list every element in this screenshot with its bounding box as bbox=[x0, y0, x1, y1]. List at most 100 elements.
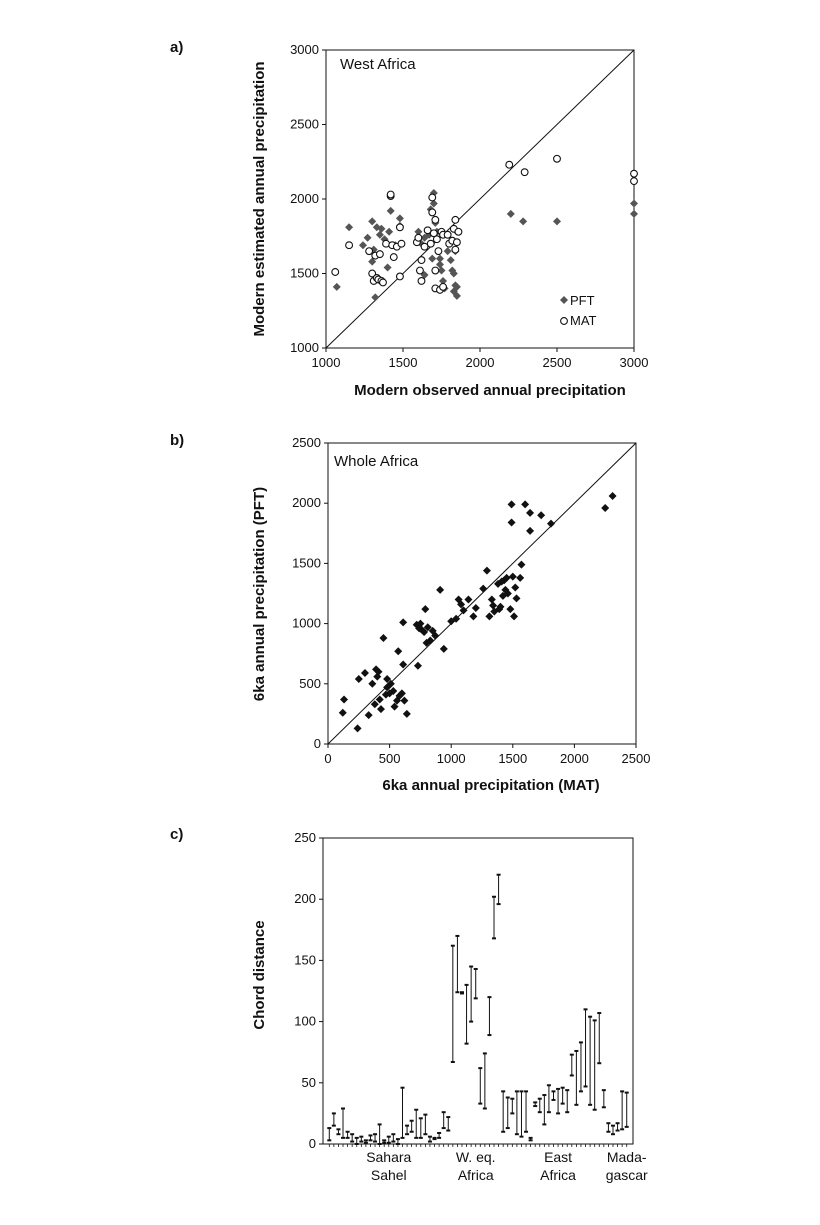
panel-b-point-series bbox=[402, 709, 411, 718]
panel-b-one-to-one-line bbox=[327, 442, 637, 745]
panel-b-y-tick-label: 2000 bbox=[292, 495, 321, 510]
panel-b-point-series bbox=[394, 647, 403, 656]
panel-a-point-mat bbox=[417, 277, 426, 285]
panel-b-point-series bbox=[526, 508, 535, 517]
panel-b-point-series bbox=[338, 708, 347, 717]
panel-a-y-tick-label: 1000 bbox=[290, 340, 319, 355]
panel-a-point-mat bbox=[368, 269, 377, 278]
panel-b-point-series bbox=[400, 696, 409, 705]
panel-b-point-series bbox=[421, 605, 430, 614]
panel-b-point-series bbox=[431, 631, 440, 640]
panel-a-point-mat bbox=[417, 256, 426, 265]
panel-a-x-tick-label: 2000 bbox=[466, 355, 495, 370]
panel-c-y-tick-label: 200 bbox=[294, 891, 316, 906]
panel-a-point-pft bbox=[371, 293, 380, 302]
panel-b-point-series bbox=[521, 500, 530, 509]
panel-a-point-pft bbox=[395, 214, 404, 223]
panel-b-point-series bbox=[379, 634, 388, 643]
panel-a-point-pft bbox=[345, 223, 354, 232]
panel-b-point-series bbox=[479, 584, 488, 593]
panel-a-point-pft bbox=[446, 256, 455, 265]
panel-b-point-series bbox=[368, 679, 377, 688]
panel-a-point-mat bbox=[451, 245, 460, 254]
panel-a-point-mat bbox=[439, 282, 447, 291]
panel-a-point-pft bbox=[519, 217, 528, 226]
group-label: East bbox=[544, 1149, 572, 1165]
panel-a-x-tick-label: 1500 bbox=[389, 355, 418, 370]
panel-b-point-series bbox=[507, 500, 516, 509]
panel-b-point-series bbox=[608, 491, 617, 500]
panel-a-point-pft bbox=[377, 224, 386, 233]
panel-a-point-mat bbox=[389, 253, 398, 262]
panel-c-y-tick-label: 0 bbox=[309, 1136, 316, 1151]
panel-b-point-series bbox=[506, 605, 515, 614]
legend-pft-marker bbox=[560, 296, 568, 304]
panel-a-point-pft bbox=[368, 257, 377, 266]
panel-a-x-tick-label: 2500 bbox=[543, 355, 572, 370]
group-label: Sahel bbox=[371, 1167, 407, 1183]
panel-a-point-mat bbox=[454, 227, 463, 236]
legend-mat-marker bbox=[560, 317, 568, 325]
panel-a-point-pft bbox=[439, 276, 448, 285]
panel-a-point-pft bbox=[368, 217, 377, 226]
panel-a-point-mat bbox=[630, 177, 638, 186]
panel-c-y-tick-label: 100 bbox=[294, 1014, 316, 1029]
panel-c-y-tick-label: 250 bbox=[294, 830, 316, 845]
panel-b-point-series bbox=[512, 594, 521, 603]
panel-b-point-series bbox=[496, 602, 505, 611]
group-label: Sahara bbox=[366, 1149, 411, 1165]
panel-a-point-mat bbox=[443, 230, 452, 239]
panel-a-y-tick-label: 2500 bbox=[290, 117, 319, 132]
panel-b-point-series bbox=[390, 702, 399, 711]
panel-a-point-pft bbox=[383, 263, 392, 272]
panel-a-point-mat bbox=[420, 242, 429, 251]
group-label: Africa bbox=[540, 1167, 576, 1183]
panel-b-point-series bbox=[413, 661, 422, 670]
panel-b-point-series bbox=[436, 585, 445, 594]
panel-a-point-mat bbox=[386, 190, 395, 199]
panel-b-point-series bbox=[364, 711, 373, 720]
panel-c-y-axis-label: Chord distance bbox=[251, 920, 268, 1029]
panel-a: a) West Africa Modern observed annual pr… bbox=[170, 39, 648, 399]
panel-a-x-axis-label: Modern observed annual precipitation bbox=[354, 382, 626, 399]
panel-a-point-mat bbox=[434, 247, 443, 256]
panel-a-point-mat bbox=[414, 233, 423, 242]
panel-b-point-series bbox=[508, 572, 517, 581]
panel-a-point-pft bbox=[428, 254, 437, 263]
panel-b-point-series bbox=[397, 689, 406, 698]
panel-a-point-pft bbox=[452, 282, 461, 291]
panel-a-point-pft bbox=[435, 260, 444, 269]
panel-a-point-pft bbox=[385, 227, 394, 236]
panel-a-point-mat bbox=[451, 215, 460, 224]
panel-a-y-tick-label: 1500 bbox=[290, 266, 319, 281]
panel-a-point-mat bbox=[426, 239, 435, 248]
panel-a-point-mat bbox=[630, 169, 638, 178]
panel-b-point-series bbox=[399, 660, 408, 669]
panel-b: b) Whole Africa 6ka annual precipitation… bbox=[170, 432, 650, 794]
panel-b-point-series bbox=[503, 589, 512, 598]
panel-a-title: West Africa bbox=[340, 56, 416, 73]
panel-b-point-series bbox=[517, 560, 526, 569]
panel-a-point-pft bbox=[332, 282, 341, 291]
panel-b-point-series bbox=[399, 618, 408, 627]
panel-a-point-mat bbox=[365, 247, 374, 256]
panel-b-point-series bbox=[423, 623, 432, 632]
panel-a-point-mat bbox=[423, 226, 432, 235]
panel-a-point-pft bbox=[452, 291, 461, 300]
group-label: W. eq. bbox=[456, 1149, 496, 1165]
panel-a-point-mat bbox=[505, 160, 514, 169]
panel-b-x-axis-label: 6ka annual precipitation (MAT) bbox=[382, 777, 599, 794]
panel-a-point-mat bbox=[345, 241, 354, 250]
panel-b-point-series bbox=[469, 612, 478, 621]
panel-b-point-series bbox=[386, 679, 395, 688]
panel-a-point-mat bbox=[431, 266, 440, 275]
panel-a-point-mat bbox=[375, 250, 384, 259]
panel-b-point-series bbox=[502, 573, 511, 582]
panel-b-point-series bbox=[489, 601, 498, 610]
panel-b-y-tick-label: 1000 bbox=[292, 616, 321, 631]
panel-a-point-pft bbox=[435, 254, 444, 263]
panel-a-point-pft bbox=[443, 247, 452, 256]
panel-b-point-series bbox=[360, 668, 369, 677]
panel-b-point-series bbox=[389, 687, 398, 696]
panel-b-label: b) bbox=[170, 432, 184, 449]
